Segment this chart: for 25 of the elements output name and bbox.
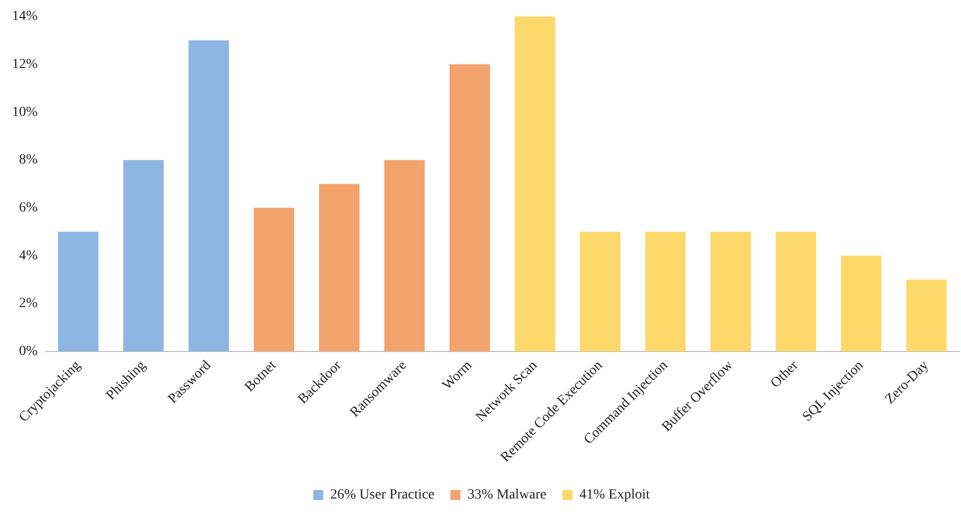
legend-label: 33% Malware — [467, 488, 546, 503]
y-tick-label: 4% — [18, 248, 38, 264]
y-tick-label: 14% — [12, 9, 38, 24]
bar — [319, 184, 360, 352]
y-tick-label: 8% — [18, 152, 38, 168]
bar — [384, 160, 425, 352]
bar — [254, 208, 294, 352]
bar — [58, 232, 99, 352]
bar — [188, 40, 229, 352]
bar — [580, 232, 620, 352]
y-tick-label: 12% — [12, 56, 38, 72]
bar — [514, 16, 556, 352]
y-tick-label: 10% — [12, 104, 38, 120]
bar — [776, 232, 816, 352]
legend-label: 26% User Practice — [330, 488, 434, 503]
y-tick-label: 2% — [18, 296, 38, 312]
bar — [710, 232, 751, 352]
bar — [906, 280, 947, 352]
y-tick-label: 6% — [18, 200, 38, 216]
bar — [123, 160, 164, 352]
bar — [449, 64, 490, 352]
bar — [645, 232, 686, 352]
y-tick-label: 0% — [18, 344, 38, 360]
bar — [840, 256, 882, 352]
legend-label: 41% Exploit — [579, 488, 650, 503]
